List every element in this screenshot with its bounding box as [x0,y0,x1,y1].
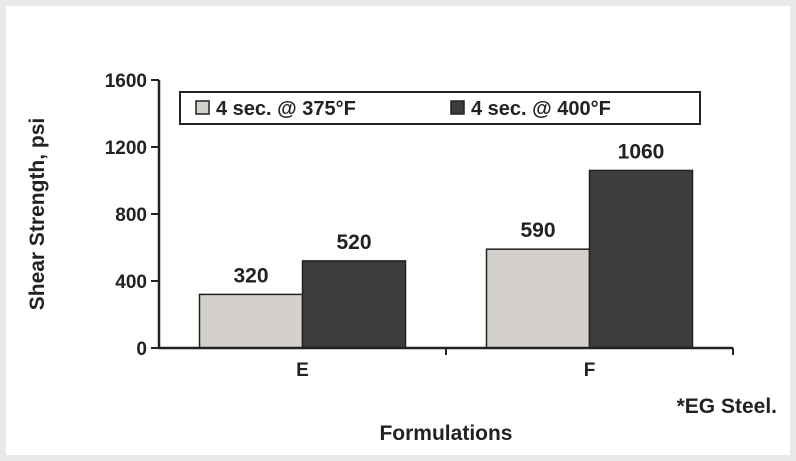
legend-label-375: 4 sec. @ 375°F [216,98,356,120]
legend-swatch-400 [450,100,465,115]
legend: 4 sec. @ 375°F 4 sec. @ 400°F [179,91,701,125]
bars [198,169,694,349]
bar-f-series-0 [485,248,591,349]
y-tick-label: 800 [115,205,147,226]
y-tick-label: 1600 [105,71,147,92]
legend-swatch-375 [195,100,210,115]
y-axis-title: Shear Strength, psi [26,118,49,311]
data-label-f-series-0: 590 [520,219,555,242]
data-label-f-series-1: 1060 [618,140,665,163]
legend-label-400: 4 sec. @ 400°F [471,98,611,120]
y-tick-label: 400 [115,272,147,293]
y-axis-ticks: 0 400 800 1200 1600 [105,71,159,360]
data-label-e-series-1: 520 [336,231,371,254]
footnote: *EG Steel. [677,395,777,418]
bar-f-series-1 [588,169,694,349]
data-labels: 320 520 590 1060 [233,140,664,287]
data-label-e-series-0: 320 [233,264,268,287]
x-tick-label-e: E [296,360,309,381]
y-tick-label: 1200 [105,138,147,159]
legend-box [179,91,701,125]
y-tick-label: 0 [136,339,147,360]
bar-e-series-0 [198,293,304,349]
x-axis-title: Formulations [379,422,512,445]
bar-e-series-1 [301,260,407,349]
x-tick-label-f: F [584,360,596,381]
